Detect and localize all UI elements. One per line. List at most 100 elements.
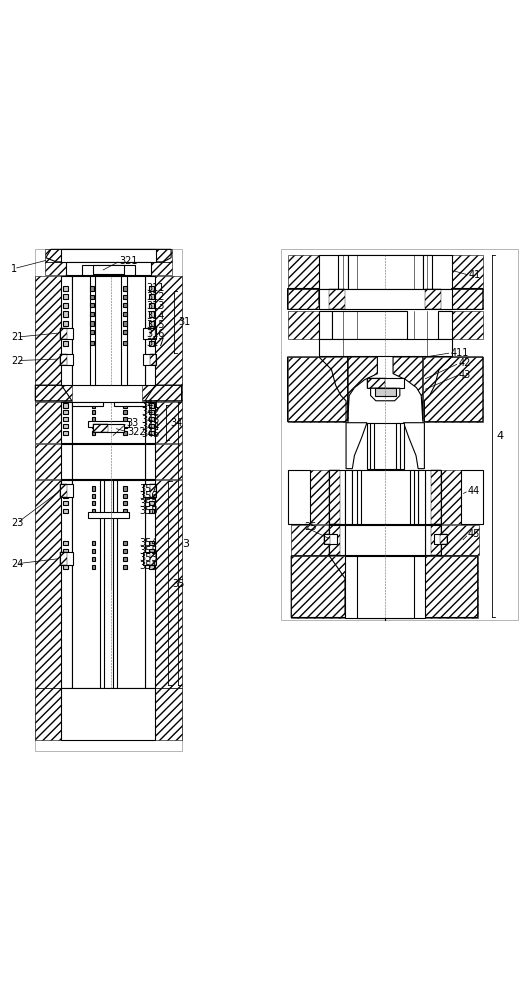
Bar — [441, 525, 479, 555]
Bar — [63, 509, 68, 513]
Bar — [63, 424, 68, 428]
Bar — [63, 341, 68, 346]
Bar — [93, 424, 124, 432]
Bar — [92, 565, 96, 569]
Bar — [63, 410, 68, 414]
Bar — [288, 470, 310, 524]
Bar — [461, 470, 483, 524]
Bar — [45, 249, 61, 262]
Bar — [113, 480, 117, 688]
Bar — [155, 688, 182, 740]
Text: 345: 345 — [141, 429, 160, 439]
Text: 312: 312 — [146, 292, 165, 302]
Bar — [149, 311, 154, 317]
Bar — [149, 424, 154, 428]
Bar — [434, 534, 447, 544]
Bar — [367, 378, 404, 388]
Text: 354: 354 — [140, 538, 158, 548]
Bar — [430, 470, 441, 524]
Text: 357: 357 — [140, 484, 159, 494]
Text: 342: 342 — [141, 407, 160, 417]
Bar — [329, 470, 345, 524]
Bar — [452, 311, 483, 339]
Bar — [63, 321, 68, 326]
Bar — [143, 484, 156, 497]
Bar — [430, 525, 441, 555]
Bar — [446, 288, 483, 309]
Bar — [150, 484, 156, 497]
Bar — [60, 328, 74, 339]
Bar — [92, 417, 96, 421]
Bar — [149, 330, 154, 335]
Bar — [123, 557, 127, 561]
Text: 25: 25 — [304, 522, 317, 532]
Bar — [72, 276, 145, 385]
Bar — [90, 303, 94, 307]
Bar — [149, 541, 154, 545]
Bar — [123, 431, 127, 435]
Bar — [63, 311, 68, 317]
Bar — [425, 470, 441, 524]
Bar — [329, 470, 340, 524]
Bar — [63, 286, 68, 291]
Bar — [123, 486, 127, 491]
Polygon shape — [404, 423, 424, 469]
Text: 341: 341 — [141, 400, 160, 410]
Bar — [60, 354, 67, 365]
Bar — [149, 501, 154, 505]
Bar — [425, 556, 478, 617]
Bar — [100, 444, 104, 589]
Bar — [121, 276, 127, 385]
Bar — [98, 444, 119, 589]
Bar — [332, 311, 407, 339]
Bar — [123, 286, 127, 291]
Bar — [123, 424, 127, 428]
Text: 3: 3 — [182, 539, 189, 549]
Bar — [348, 255, 423, 288]
Bar — [367, 423, 404, 469]
Polygon shape — [46, 249, 171, 262]
Polygon shape — [346, 423, 367, 469]
Bar — [149, 321, 154, 326]
Bar — [319, 311, 332, 339]
Bar — [150, 552, 156, 565]
Bar — [123, 410, 127, 414]
Bar — [35, 480, 61, 688]
Bar — [35, 444, 61, 479]
Bar — [329, 525, 345, 555]
Bar — [150, 354, 156, 365]
Bar — [72, 444, 145, 479]
Bar — [63, 417, 68, 421]
Text: 351: 351 — [140, 561, 158, 571]
Bar — [143, 552, 156, 565]
Bar — [375, 388, 396, 396]
Bar — [90, 330, 94, 334]
Text: 317: 317 — [146, 338, 165, 348]
Bar — [66, 262, 151, 275]
Bar — [92, 494, 96, 498]
Bar — [145, 444, 155, 479]
Bar — [338, 255, 348, 288]
Bar — [92, 410, 96, 414]
Bar — [63, 541, 68, 545]
Bar — [35, 276, 61, 385]
Bar — [113, 444, 117, 589]
Bar — [92, 501, 96, 505]
Bar — [345, 556, 425, 617]
Bar — [123, 541, 127, 545]
Bar — [123, 312, 127, 316]
Bar — [35, 249, 182, 751]
Bar — [60, 354, 74, 365]
Bar — [145, 402, 155, 443]
Bar — [288, 357, 348, 422]
Bar — [123, 403, 127, 408]
Text: 33: 33 — [126, 418, 139, 428]
Text: 353: 353 — [140, 553, 158, 563]
Bar — [149, 565, 154, 569]
Bar — [423, 357, 483, 422]
Bar — [149, 549, 154, 553]
Bar — [35, 385, 72, 401]
Bar — [60, 328, 67, 339]
Bar — [114, 402, 145, 406]
Bar — [35, 402, 61, 443]
